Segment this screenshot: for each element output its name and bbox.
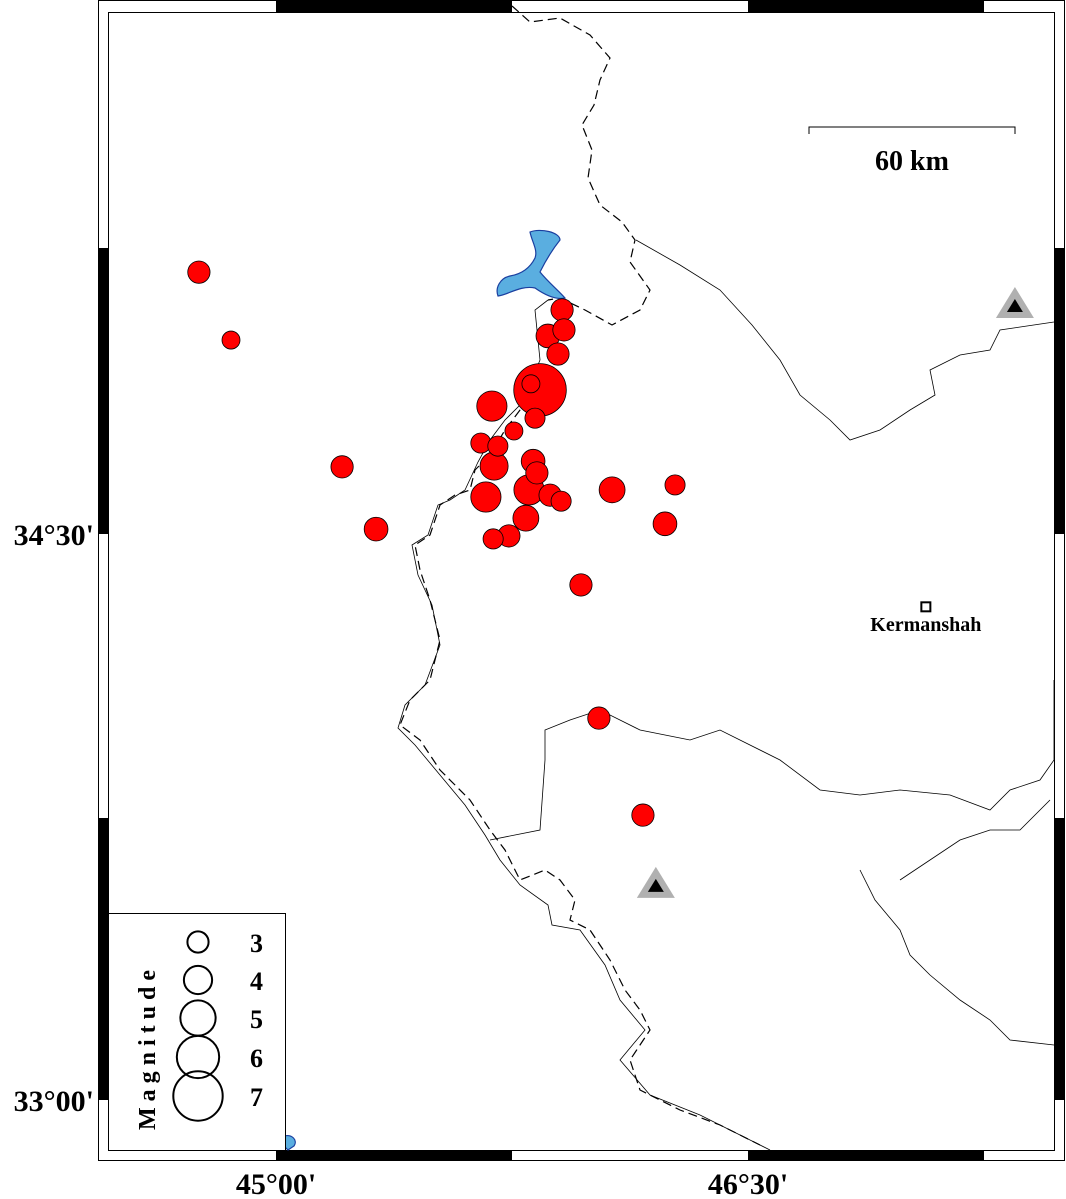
legend-circle-7 [172, 1070, 224, 1122]
earthquake-event [546, 342, 570, 366]
earthquake-event [521, 374, 541, 394]
legend-label-3: 3 [250, 929, 263, 958]
stations [636, 286, 1034, 898]
province-borders [397, 239, 1055, 1151]
legend-title: Magnitude [135, 964, 161, 1130]
earthquake-events [187, 260, 686, 827]
legend-circle-4 [182, 964, 214, 996]
city-marker-icon [920, 601, 932, 613]
earthquake-event [221, 330, 241, 350]
frame-ticks [98, 0, 1065, 1161]
country-border [399, 5, 761, 1146]
x-tick-46-30: 46°30' [708, 1168, 788, 1199]
earthquake-event [598, 476, 626, 504]
city-kermanshah: Kermanshah [870, 601, 981, 636]
earthquake-event [587, 706, 611, 730]
station-triangle-icon [995, 286, 1034, 318]
lake [496, 229, 567, 300]
earthquake-event [476, 390, 508, 422]
legend-circle-6 [175, 1034, 221, 1080]
legend-label-7: 7 [250, 1083, 263, 1112]
legend-label-4: 4 [250, 967, 263, 996]
station-triangle-icon [636, 866, 675, 898]
y-tick-33-00: 33°00' [14, 1085, 94, 1118]
x-tick-45-00: 45°00' [236, 1168, 316, 1199]
earthquake-event [525, 461, 549, 485]
legend-label-6: 6 [250, 1044, 263, 1073]
earthquake-event [479, 451, 509, 481]
magnitude-legend: Magnitude 3 4 5 6 7 [108, 913, 286, 1151]
earthquake-event [631, 803, 655, 827]
earthquake-event [487, 435, 509, 457]
legend-circle-3 [186, 930, 210, 954]
earthquake-event [550, 298, 574, 322]
earthquake-event [552, 318, 576, 342]
earthquake-event [513, 363, 567, 417]
earthquake-event [363, 516, 389, 542]
earthquake-event [187, 260, 211, 284]
map-frame [98, 0, 1065, 1161]
earthquake-event [524, 407, 546, 429]
earthquake-event [550, 490, 572, 512]
earthquake-event [569, 573, 593, 597]
earthquake-event [330, 455, 354, 479]
earthquake-event [664, 474, 686, 496]
earthquake-event [470, 481, 502, 513]
lake-small [283, 1135, 296, 1151]
earthquake-event [482, 528, 504, 550]
earthquake-event [512, 504, 540, 532]
earthquake-event [504, 421, 524, 441]
scale-bar-label: 60 km [875, 146, 949, 177]
legend-label-5: 5 [250, 1005, 263, 1034]
scale-bar: 60 km [808, 126, 1016, 177]
earthquake-event [652, 511, 678, 537]
city-label: Kermanshah [870, 614, 981, 636]
y-tick-34-30: 34°30' [14, 519, 94, 552]
